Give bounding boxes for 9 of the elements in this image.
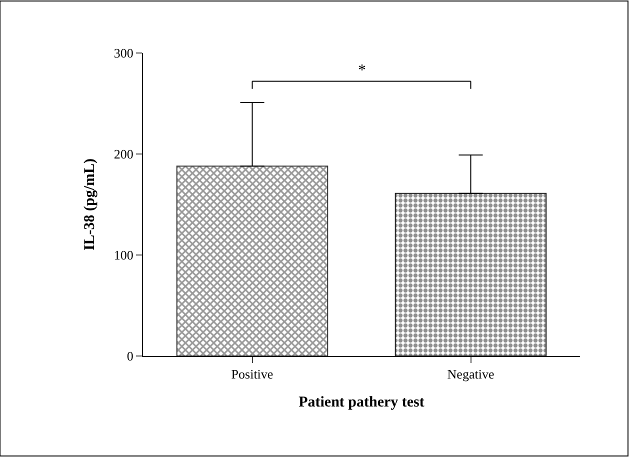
annotation: * <box>358 62 366 79</box>
y-tick-label: 0 <box>126 348 134 364</box>
y-tick-label: 100 <box>114 248 134 263</box>
y-tick-label: 300 <box>114 46 134 61</box>
x-tick-label: Negative <box>447 366 494 382</box>
x-axis-title: Patient pathery test <box>298 394 424 411</box>
y-axis-title: IL-38 (pg/mL) <box>82 158 98 251</box>
y-tick-label: 200 <box>114 146 134 162</box>
x-tick-label: Positive <box>231 366 274 382</box>
